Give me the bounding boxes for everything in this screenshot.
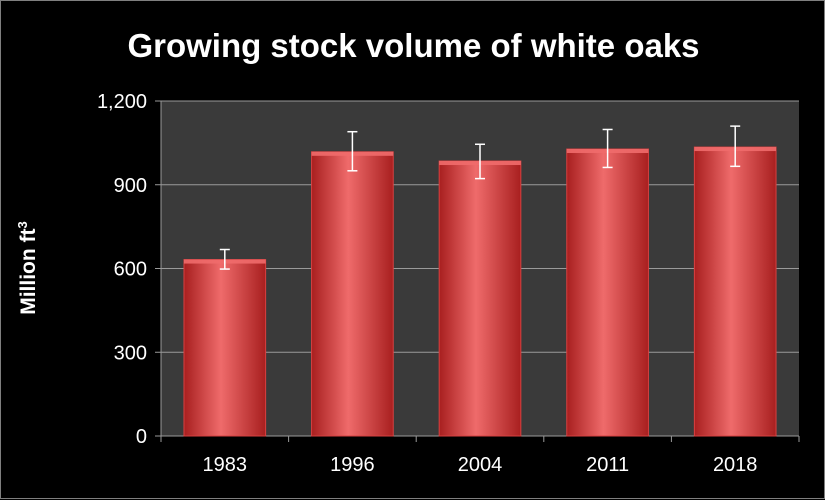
bar (183, 259, 267, 437)
y-tick-label: 600 (114, 259, 147, 281)
y-tick-label: 900 (114, 175, 147, 197)
bar (566, 148, 649, 437)
y-tick-label: 0 (136, 426, 147, 448)
error-bars (219, 125, 741, 270)
bar (693, 146, 777, 437)
y-tick-label: 1,200 (97, 91, 147, 113)
x-tick-label: 2011 (586, 454, 629, 476)
bar (438, 160, 522, 437)
x-tick-label: 2018 (713, 454, 758, 476)
bar (311, 151, 394, 437)
tick-labels: 0 300 600 900 1,200 1983 1996 2004 2011 2018 (97, 91, 758, 476)
x-tick-label: 1996 (330, 454, 375, 476)
x-tick-label: 2004 (458, 454, 503, 476)
chart-title: Growing stock volume of white oaks (127, 27, 700, 64)
bars (183, 146, 777, 437)
y-tick-label: 300 (114, 342, 147, 364)
x-tick-label: 1983 (203, 454, 248, 476)
